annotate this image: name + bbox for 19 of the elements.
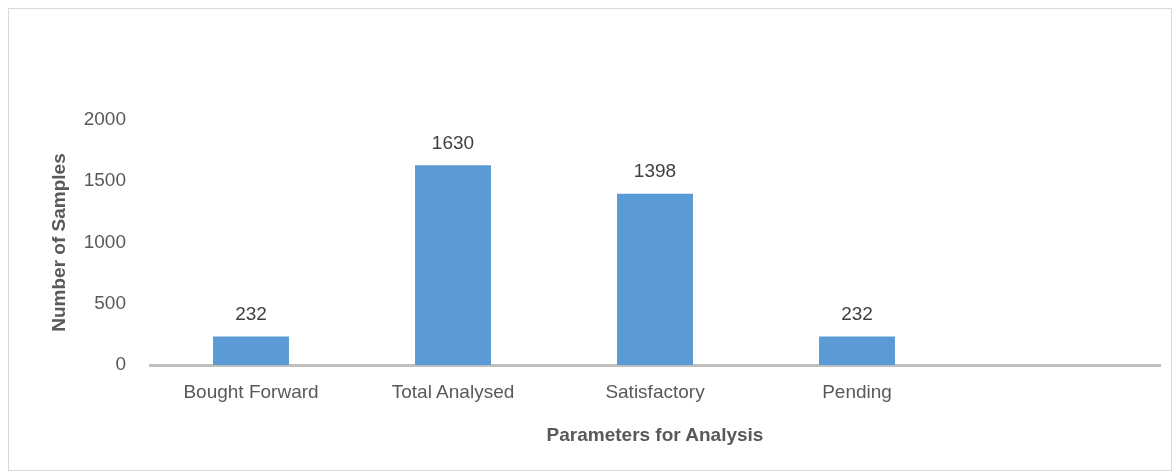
data-label: 232: [235, 303, 267, 325]
bar: [819, 336, 895, 365]
y-tick-label: 2000: [83, 108, 126, 130]
data-label: 232: [841, 303, 873, 325]
data-label: 1630: [431, 132, 475, 154]
x-axis-title: Parameters for Analysis: [546, 423, 764, 445]
y-tick-label: 500: [94, 291, 126, 313]
x-tick-label: Total Analysed: [391, 380, 515, 402]
y-axis-title: Number of Samples: [47, 153, 69, 332]
bar: [617, 193, 693, 365]
y-tick-label: 1500: [83, 169, 126, 191]
y-tick-label: 0: [115, 353, 126, 375]
bar: [415, 165, 491, 365]
x-tick-label: Bought Forward: [183, 380, 319, 402]
data-label: 1398: [633, 160, 677, 182]
x-tick-label: Pending: [822, 380, 892, 402]
bar: [213, 336, 289, 365]
x-tick-label: Satisfactory: [605, 380, 706, 402]
y-tick-label: 1000: [83, 230, 126, 252]
